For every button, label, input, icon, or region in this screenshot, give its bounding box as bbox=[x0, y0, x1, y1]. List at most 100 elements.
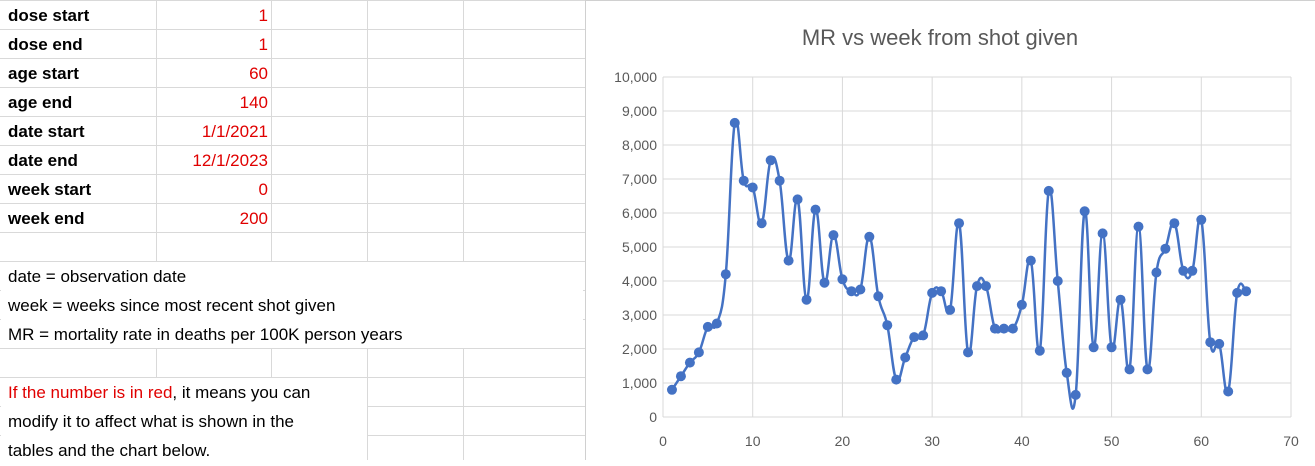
x-tick-label: 70 bbox=[1283, 433, 1299, 449]
data-point bbox=[998, 323, 1009, 334]
data-point bbox=[819, 277, 830, 288]
param-label-dose-start[interactable]: dose start bbox=[8, 6, 90, 25]
data-point bbox=[666, 384, 677, 395]
series-line bbox=[670, 118, 1248, 410]
data-point bbox=[1214, 338, 1225, 349]
data-point bbox=[1196, 214, 1207, 225]
grid-row-line bbox=[0, 203, 585, 204]
param-label-date-start[interactable]: date start bbox=[8, 122, 85, 141]
data-point bbox=[1178, 265, 1189, 276]
grid-row-line bbox=[0, 232, 585, 233]
param-value-dose-start[interactable]: 1 bbox=[258, 6, 268, 25]
data-point bbox=[972, 281, 982, 292]
grid-row-line bbox=[0, 116, 585, 117]
data-point bbox=[989, 323, 1000, 334]
grid-row-line bbox=[0, 377, 585, 378]
grid-row-line bbox=[0, 87, 585, 88]
data-point bbox=[1124, 364, 1135, 375]
param-value-dose-end[interactable]: 1 bbox=[258, 35, 268, 54]
data-point bbox=[963, 347, 974, 358]
data-point bbox=[864, 231, 875, 242]
data-point bbox=[756, 218, 767, 229]
param-value-age-end[interactable]: 140 bbox=[239, 93, 268, 112]
grid-col-line bbox=[271, 0, 272, 460]
chart-axes: 0 1,000 2,000 3,000 4,000 5,000 6,000 7,000 8,00… bbox=[614, 69, 1299, 449]
param-label-age-start[interactable]: age start bbox=[8, 64, 79, 83]
data-point bbox=[711, 318, 722, 329]
grid-row-line bbox=[0, 0, 585, 1]
spreadsheet-panel: dose start 1 dose end 1 age start 60 age… bbox=[0, 0, 585, 460]
param-label-week-end[interactable]: week end bbox=[8, 209, 85, 228]
data-point bbox=[729, 117, 740, 128]
data-point bbox=[720, 269, 731, 280]
x-tick-label: 60 bbox=[1193, 433, 1209, 449]
data-point bbox=[828, 230, 839, 241]
note-red-rest: , it means you can bbox=[172, 383, 311, 402]
data-point bbox=[1241, 286, 1252, 297]
chart-container[interactable]: MR vs week from shot given 0 1,000 2,000 3,… bbox=[585, 0, 1315, 460]
param-value-age-start[interactable]: 60 bbox=[249, 64, 268, 83]
note-week-definition[interactable]: week = weeks since most recent shot give… bbox=[8, 296, 336, 315]
x-tick-label: 20 bbox=[835, 433, 851, 449]
data-point bbox=[702, 321, 713, 332]
y-tick-label: 9,000 bbox=[622, 103, 657, 119]
data-point bbox=[1043, 185, 1054, 196]
data-point bbox=[1187, 265, 1198, 276]
param-label-date-end[interactable]: date end bbox=[8, 151, 78, 170]
data-point bbox=[684, 357, 695, 368]
data-point bbox=[1007, 323, 1018, 334]
data-point bbox=[1016, 299, 1027, 310]
data-point bbox=[891, 374, 902, 385]
param-label-week-start[interactable]: week start bbox=[8, 180, 92, 199]
grid-row-line bbox=[0, 174, 585, 175]
data-point bbox=[882, 320, 893, 331]
param-value-date-end[interactable]: 12/1/2023 bbox=[192, 151, 268, 170]
grid-row-line bbox=[0, 58, 585, 59]
note-line-3[interactable]: tables and the chart below. bbox=[8, 441, 211, 460]
x-tick-label: 10 bbox=[745, 433, 761, 449]
data-point bbox=[1025, 255, 1036, 266]
data-point bbox=[1205, 337, 1216, 348]
note-red-explanation[interactable]: If the number is in red, it means you ca… bbox=[8, 378, 310, 407]
note-mr-definition[interactable]: MR = mortality rate in deaths per 100K p… bbox=[8, 325, 403, 344]
note-date-definition[interactable]: date = observation date bbox=[8, 267, 187, 286]
y-tick-label: 5,000 bbox=[622, 239, 657, 255]
y-tick-label: 10,000 bbox=[614, 69, 657, 85]
data-point bbox=[855, 284, 866, 295]
grid-col-line bbox=[156, 0, 157, 460]
grid-row-line bbox=[0, 261, 585, 262]
param-label-age-end[interactable]: age end bbox=[8, 93, 73, 112]
param-value-date-start[interactable]: 1/1/2021 bbox=[201, 122, 268, 141]
data-point bbox=[945, 304, 956, 315]
line-chart: MR vs week from shot given 0 1,000 2,000 3,… bbox=[614, 25, 1299, 449]
data-point bbox=[792, 194, 803, 205]
x-tick-label: 0 bbox=[659, 433, 667, 449]
chart-title: MR vs week from shot given bbox=[802, 25, 1078, 50]
data-point bbox=[936, 286, 947, 297]
param-label-dose-end[interactable]: dose end bbox=[8, 35, 83, 54]
merged-note-area-2 bbox=[1, 378, 367, 460]
data-point bbox=[1223, 386, 1234, 397]
data-point bbox=[1070, 389, 1081, 400]
data-point bbox=[1079, 206, 1090, 217]
param-value-week-start[interactable]: 0 bbox=[258, 180, 268, 199]
y-tick-label: 2,000 bbox=[622, 341, 657, 357]
data-point bbox=[873, 291, 884, 302]
data-point bbox=[1169, 218, 1180, 229]
data-point bbox=[801, 294, 812, 305]
data-point bbox=[1052, 276, 1063, 286]
y-tick-label: 6,000 bbox=[622, 205, 657, 221]
y-tick-label: 7,000 bbox=[622, 171, 657, 187]
data-point bbox=[1142, 364, 1153, 375]
y-tick-label: 8,000 bbox=[622, 137, 657, 153]
y-tick-label: 1,000 bbox=[622, 375, 657, 391]
data-point bbox=[837, 274, 848, 285]
data-point bbox=[918, 330, 929, 341]
data-point bbox=[738, 175, 749, 186]
param-value-week-end[interactable]: 200 bbox=[239, 209, 268, 228]
data-point bbox=[1160, 243, 1171, 254]
note-line-2[interactable]: modify it to affect what is shown in the bbox=[8, 412, 294, 431]
grid-row-line bbox=[0, 145, 585, 146]
merged-note-area bbox=[1, 262, 583, 348]
y-tick-label: 0 bbox=[649, 409, 657, 425]
